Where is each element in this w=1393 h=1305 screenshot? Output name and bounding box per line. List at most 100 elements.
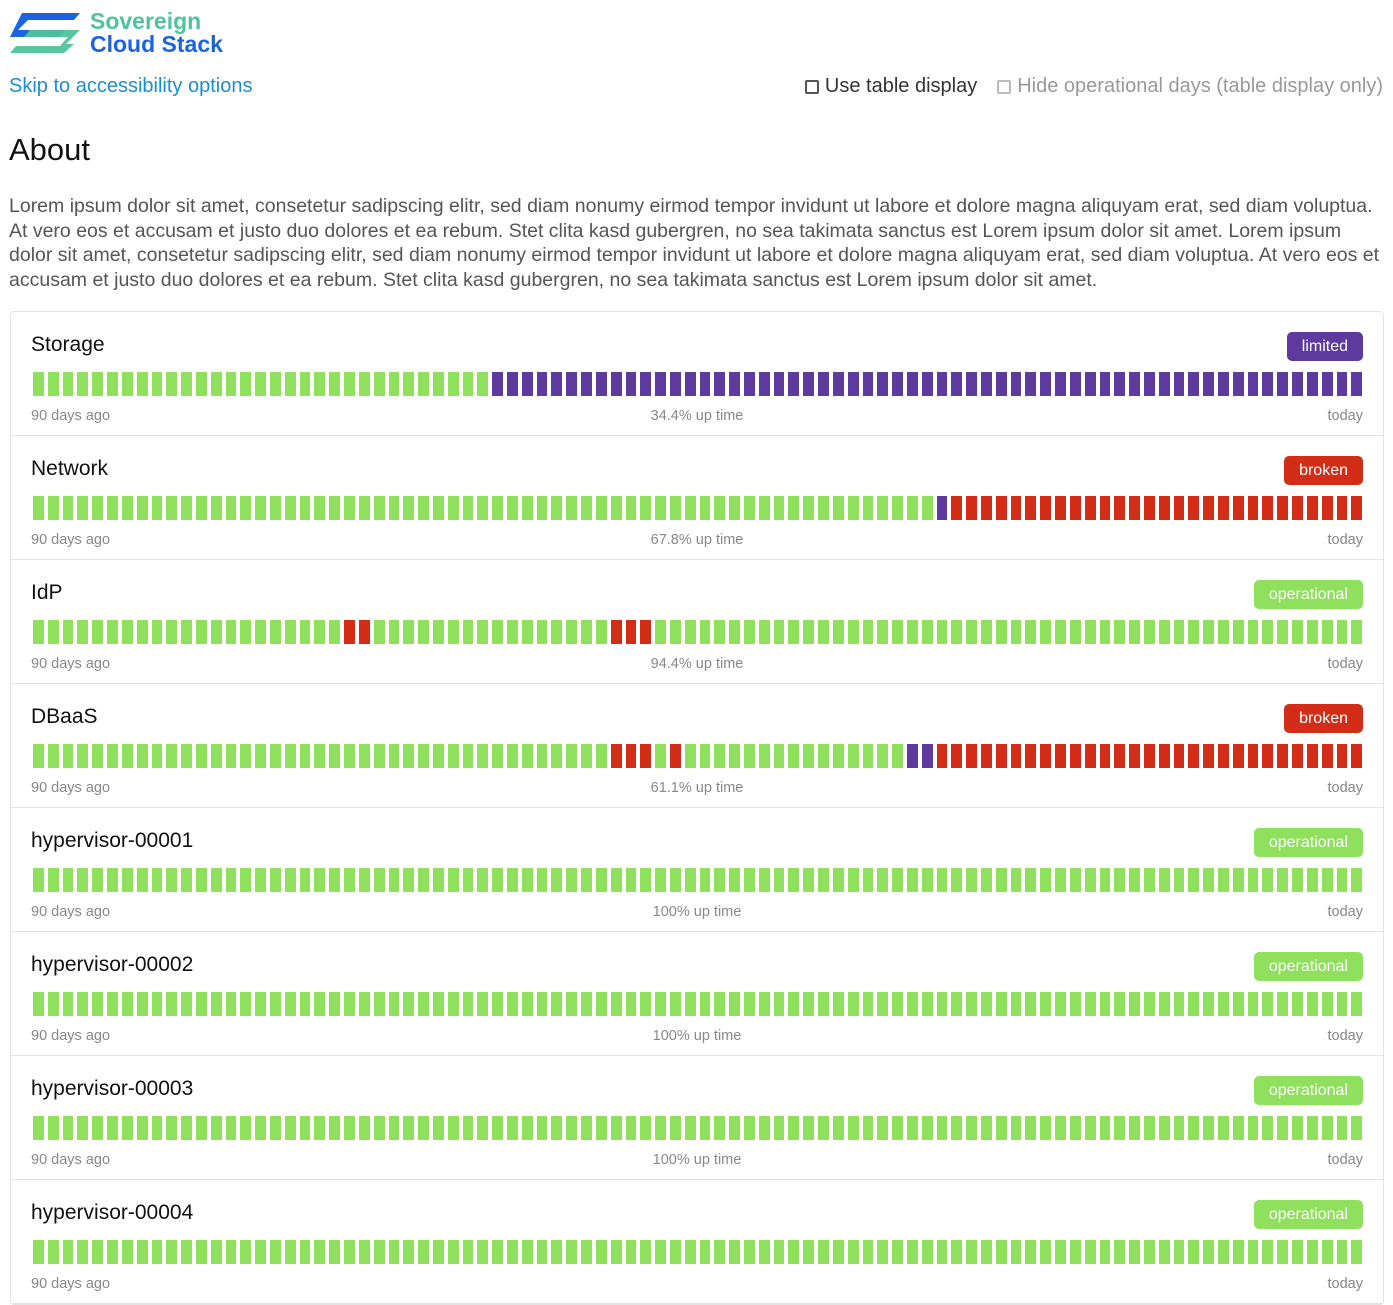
day-bar-operational[interactable] — [1203, 620, 1214, 644]
day-bar-operational[interactable] — [358, 1116, 370, 1140]
day-bar-operational[interactable] — [936, 1240, 948, 1264]
day-bar-operational[interactable] — [699, 1240, 711, 1264]
day-bar-operational[interactable] — [758, 620, 770, 644]
day-bar-operational[interactable] — [121, 1240, 133, 1264]
day-bar-operational[interactable] — [669, 1116, 681, 1140]
day-bar-operational[interactable] — [507, 620, 518, 644]
day-bar-operational[interactable] — [477, 992, 489, 1016]
day-bar-operational[interactable] — [284, 372, 296, 396]
day-bar-limited[interactable] — [581, 372, 592, 396]
day-bar-limited[interactable] — [521, 372, 533, 396]
day-bar-operational[interactable] — [1069, 620, 1081, 644]
day-bar-broken[interactable] — [1306, 496, 1318, 520]
day-bar-operational[interactable] — [788, 868, 800, 892]
day-bar-operational[interactable] — [92, 868, 104, 892]
day-bar-operational[interactable] — [1173, 868, 1185, 892]
day-bar-limited[interactable] — [995, 372, 1007, 396]
day-bar-operational[interactable] — [344, 868, 355, 892]
day-bar-operational[interactable] — [847, 1240, 859, 1264]
day-bar-operational[interactable] — [803, 868, 815, 892]
day-bar-operational[interactable] — [773, 992, 785, 1016]
day-bar-operational[interactable] — [684, 620, 696, 644]
day-bar-limited[interactable] — [906, 744, 918, 768]
day-bar-limited[interactable] — [892, 372, 903, 396]
day-bar-limited[interactable] — [951, 372, 963, 396]
day-bar-broken[interactable] — [1321, 496, 1333, 520]
day-bar-operational[interactable] — [373, 620, 385, 644]
day-bar-operational[interactable] — [166, 372, 178, 396]
day-bar-operational[interactable] — [818, 496, 829, 520]
day-bar-operational[interactable] — [1336, 1240, 1348, 1264]
day-bar-broken[interactable] — [1173, 744, 1185, 768]
day-bar-operational[interactable] — [344, 1116, 355, 1140]
day-bar-operational[interactable] — [314, 620, 326, 644]
day-bar-broken[interactable] — [1292, 744, 1303, 768]
day-bar-broken[interactable] — [610, 620, 622, 644]
day-bar-operational[interactable] — [788, 496, 800, 520]
day-bar-operational[interactable] — [329, 1240, 341, 1264]
day-bar-broken[interactable] — [1129, 496, 1140, 520]
day-bar-limited[interactable] — [788, 372, 800, 396]
day-bar-operational[interactable] — [773, 744, 785, 768]
day-bar-operational[interactable] — [255, 744, 266, 768]
day-bar-operational[interactable] — [47, 868, 59, 892]
day-bar-operational[interactable] — [492, 868, 503, 892]
day-bar-operational[interactable] — [62, 992, 74, 1016]
day-bar-operational[interactable] — [684, 1240, 696, 1264]
day-bar-broken[interactable] — [1277, 496, 1289, 520]
day-bar-operational[interactable] — [1173, 1116, 1185, 1140]
day-bar-operational[interactable] — [758, 496, 770, 520]
day-bar-operational[interactable] — [47, 496, 59, 520]
day-bar-operational[interactable] — [862, 620, 874, 644]
day-bar-operational[interactable] — [566, 620, 578, 644]
day-bar-operational[interactable] — [1055, 1240, 1066, 1264]
day-bar-operational[interactable] — [581, 992, 592, 1016]
day-bar-operational[interactable] — [862, 744, 874, 768]
day-bar-operational[interactable] — [921, 496, 933, 520]
day-bar-operational[interactable] — [195, 992, 207, 1016]
day-bar-limited[interactable] — [714, 372, 726, 396]
day-bar-operational[interactable] — [1099, 620, 1111, 644]
day-bar-broken[interactable] — [1351, 496, 1363, 520]
day-bar-operational[interactable] — [107, 744, 118, 768]
day-bar-operational[interactable] — [1351, 992, 1363, 1016]
day-bar-broken[interactable] — [1351, 744, 1363, 768]
day-bar-limited[interactable] — [1040, 372, 1052, 396]
day-bar-operational[interactable] — [270, 744, 281, 768]
use-table-display-option[interactable]: Use table display — [804, 75, 977, 98]
day-bar-operational[interactable] — [33, 992, 44, 1016]
day-bar-operational[interactable] — [551, 744, 563, 768]
day-bar-operational[interactable] — [418, 620, 429, 644]
day-bar-operational[interactable] — [729, 1116, 740, 1140]
day-bar-operational[interactable] — [240, 496, 252, 520]
day-bar-operational[interactable] — [225, 372, 237, 396]
day-bar-operational[interactable] — [1114, 1116, 1126, 1140]
day-bar-limited[interactable] — [1218, 372, 1229, 396]
day-bar-operational[interactable] — [47, 372, 59, 396]
day-bar-operational[interactable] — [314, 1116, 326, 1140]
day-bar-operational[interactable] — [195, 372, 207, 396]
day-bar-operational[interactable] — [1306, 1116, 1318, 1140]
day-bar-operational[interactable] — [566, 868, 578, 892]
day-bar-operational[interactable] — [1143, 992, 1155, 1016]
day-bar-operational[interactable] — [1158, 620, 1170, 644]
day-bar-operational[interactable] — [47, 744, 59, 768]
day-bar-operational[interactable] — [447, 496, 459, 520]
day-bar-operational[interactable] — [166, 744, 178, 768]
day-bar-broken[interactable] — [1114, 496, 1126, 520]
day-bar-operational[interactable] — [181, 1240, 192, 1264]
day-bar-operational[interactable] — [536, 1116, 548, 1140]
day-bar-broken[interactable] — [640, 620, 652, 644]
day-bar-operational[interactable] — [403, 992, 415, 1016]
day-bar-operational[interactable] — [1292, 620, 1303, 644]
day-bar-operational[interactable] — [507, 1240, 518, 1264]
day-bar-operational[interactable] — [447, 868, 459, 892]
day-bar-broken[interactable] — [1292, 496, 1303, 520]
day-bar-operational[interactable] — [1040, 868, 1052, 892]
day-bar-limited[interactable] — [595, 372, 607, 396]
day-bar-operational[interactable] — [995, 1240, 1007, 1264]
day-bar-operational[interactable] — [1129, 1116, 1140, 1140]
day-bar-operational[interactable] — [595, 620, 607, 644]
day-bar-operational[interactable] — [92, 744, 104, 768]
day-bar-operational[interactable] — [1114, 620, 1126, 644]
